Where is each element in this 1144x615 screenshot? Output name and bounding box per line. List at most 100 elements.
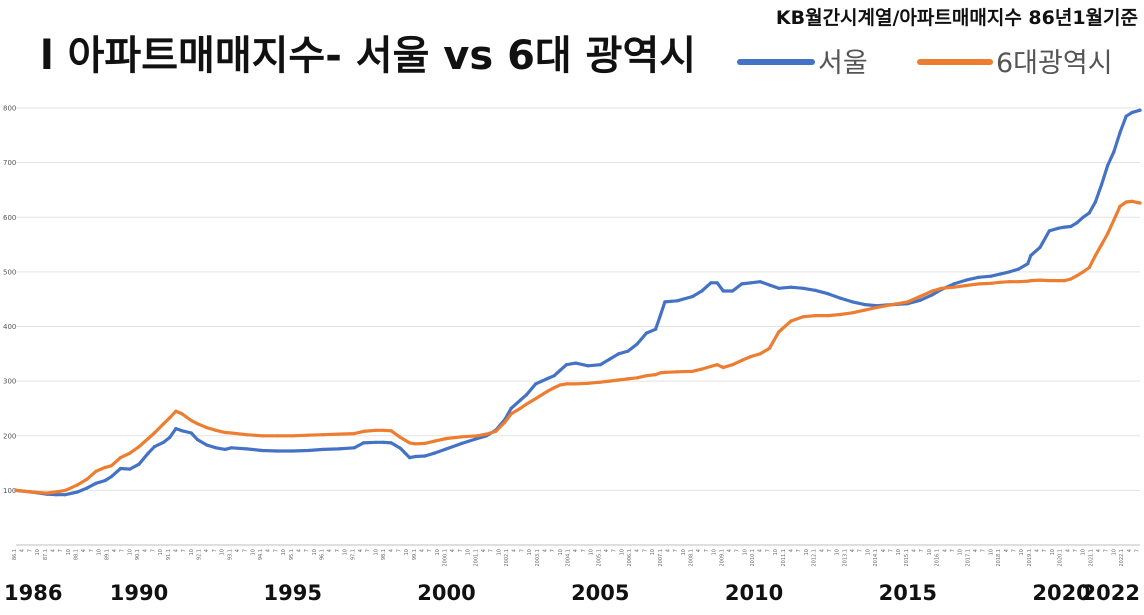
data-point xyxy=(275,449,279,453)
x-tick-label: 4 xyxy=(450,549,456,552)
x-tick-label: 4 xyxy=(1065,549,1071,552)
data-point xyxy=(381,440,386,444)
x-tick-label: 2020.1 xyxy=(1058,549,1064,567)
data-point xyxy=(389,429,393,433)
data-point xyxy=(574,361,578,365)
data-point xyxy=(352,432,356,436)
data-point xyxy=(890,303,895,307)
x-tick-label: 4 xyxy=(635,549,641,552)
data-point xyxy=(94,469,98,473)
data-point xyxy=(721,289,725,293)
y-axis-ticks: 100 200 300 400 500 600 700 800 xyxy=(3,105,16,495)
data-point xyxy=(460,435,464,439)
data-point xyxy=(509,412,513,416)
data-point xyxy=(1007,280,1011,284)
x-tick-label: 4 xyxy=(512,549,518,552)
series-line-0 xyxy=(14,108,1142,497)
data-point xyxy=(826,292,830,296)
data-point xyxy=(195,422,199,426)
x-tick-label: 7 xyxy=(1073,549,1079,552)
data-point xyxy=(715,363,719,367)
x-tick-label: 4 xyxy=(143,549,149,552)
x-tick-label: 7 xyxy=(673,549,679,552)
data-point xyxy=(423,454,427,458)
data-point xyxy=(189,431,193,435)
x-tick-label: 7 xyxy=(704,549,710,552)
data-point xyxy=(245,447,249,451)
data-point xyxy=(223,447,227,451)
data-point xyxy=(1026,279,1030,283)
data-point xyxy=(1075,274,1079,278)
x-tick-label: 4 xyxy=(881,549,887,552)
data-point xyxy=(1106,232,1110,236)
y-tick-label: 800 xyxy=(3,105,16,113)
data-point xyxy=(740,358,744,362)
data-point xyxy=(663,300,667,304)
data-point xyxy=(850,300,855,304)
data-point xyxy=(475,436,479,441)
x-tick-label: 4 xyxy=(1035,549,1041,552)
x-tick-label: 10 xyxy=(189,549,195,555)
data-point xyxy=(1056,226,1061,230)
data-point xyxy=(337,432,341,436)
data-point xyxy=(1118,131,1122,135)
x-tick-label: 10 xyxy=(312,549,318,555)
x-tick-label: 2014.1 xyxy=(873,549,879,567)
data-point xyxy=(564,382,569,386)
data-point xyxy=(918,294,922,299)
x-tick-label: 7 xyxy=(888,549,894,552)
data-point xyxy=(374,440,378,444)
x-tick-label: 4 xyxy=(665,549,671,552)
data-point xyxy=(229,446,233,450)
data-point xyxy=(306,433,310,437)
data-point xyxy=(524,402,529,406)
data-point xyxy=(721,365,725,370)
data-point xyxy=(1016,267,1021,271)
data-point xyxy=(128,467,132,471)
x-tick-label: 7 xyxy=(581,549,587,552)
data-point xyxy=(45,491,49,495)
x-tick-label: 7 xyxy=(489,549,495,552)
data-point xyxy=(709,281,713,285)
data-point xyxy=(494,429,498,433)
data-point xyxy=(352,446,356,450)
x-tick-label: 10 xyxy=(773,549,779,555)
x-tick-label: 4 xyxy=(542,549,548,552)
data-point xyxy=(109,475,113,479)
x-tick-label: 2013.1 xyxy=(842,549,848,567)
data-point xyxy=(389,441,393,445)
data-point xyxy=(444,436,449,441)
data-point xyxy=(509,406,513,410)
data-point xyxy=(85,477,89,481)
data-point xyxy=(598,363,602,367)
y-tick-label: 500 xyxy=(3,268,16,276)
data-point xyxy=(607,379,612,383)
x-tick-label: 2003.1 xyxy=(535,549,541,567)
data-point xyxy=(94,481,98,485)
x-tick-label: 2011.1 xyxy=(781,549,787,567)
data-point xyxy=(801,315,805,319)
data-point xyxy=(675,370,679,374)
x-tick-label: 91.1 xyxy=(166,549,172,560)
x-tick-label: 87.1 xyxy=(43,549,49,560)
series-lines xyxy=(14,108,1142,497)
data-point xyxy=(801,286,805,290)
x-tick-label: 7 xyxy=(304,549,310,552)
x-tick-label: 2016.1 xyxy=(935,549,941,567)
data-point xyxy=(626,349,630,353)
data-point xyxy=(691,294,695,299)
data-point xyxy=(709,364,713,368)
x-tick-label: 7 xyxy=(950,549,956,552)
data-point xyxy=(675,299,679,303)
data-point xyxy=(749,354,753,359)
x-tick-label: 7 xyxy=(827,549,833,552)
x-tick-label: 7 xyxy=(735,549,741,552)
data-point xyxy=(180,412,184,416)
x-tick-label: 10 xyxy=(373,549,379,555)
data-point xyxy=(1056,279,1061,283)
x-tick-label: 7 xyxy=(519,549,525,552)
data-point xyxy=(749,281,753,285)
data-point xyxy=(607,357,612,361)
x-tick-label: 7 xyxy=(550,549,556,552)
data-point xyxy=(552,386,556,390)
